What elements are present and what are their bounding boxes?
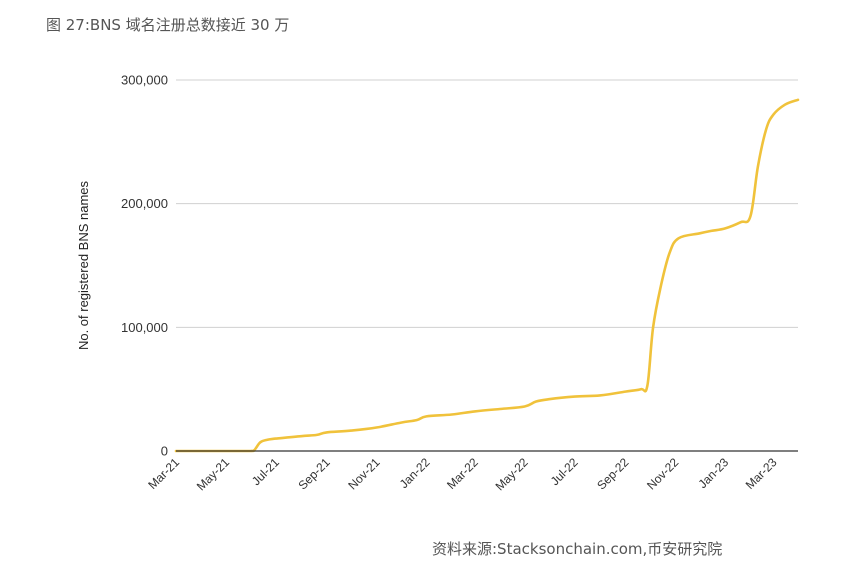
x-axis-ticks: Mar-21 May-21 Jul-21 Sep-21 Nov-21 Jan-22 Mar-…: [145, 455, 779, 493]
x-tick-label: Mar-22: [444, 455, 481, 492]
x-tick-label: May-22: [493, 455, 531, 493]
y-axis-title: No. of registered BNS names: [76, 180, 91, 350]
x-tick-label: Mar-21: [145, 455, 182, 492]
source-note: 资料来源:Stacksonchain.com,币安研究院: [432, 540, 723, 558]
gridlines: [176, 79, 798, 328]
y-axis-ticks: 0 100,000 200,000 300,000: [121, 73, 168, 459]
figure-caption: 图 27:BNS 域名注册总数接近 30 万: [46, 16, 290, 34]
x-tick-label: May-21: [194, 455, 232, 493]
y-tick-label: 300,000: [121, 73, 168, 88]
x-tick-label: Sep-21: [295, 455, 332, 492]
x-tick-label: Sep-22: [594, 455, 631, 492]
x-tick-label: Mar-23: [743, 455, 780, 492]
x-tick-label: Jul-21: [249, 455, 282, 488]
x-tick-label: Jan-23: [695, 455, 731, 491]
x-tick-label: Jan-22: [397, 455, 433, 491]
x-tick-label: Nov-21: [345, 455, 382, 492]
y-tick-label: 100,000: [121, 320, 168, 335]
y-tick-label: 200,000: [121, 196, 168, 211]
x-tick-label: Jul-22: [548, 455, 581, 488]
x-tick-label: Nov-22: [644, 455, 681, 492]
series-line: [174, 98, 800, 453]
y-tick-label: 0: [161, 444, 168, 459]
